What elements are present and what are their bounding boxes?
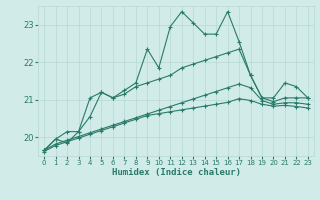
X-axis label: Humidex (Indice chaleur): Humidex (Indice chaleur) xyxy=(111,168,241,177)
